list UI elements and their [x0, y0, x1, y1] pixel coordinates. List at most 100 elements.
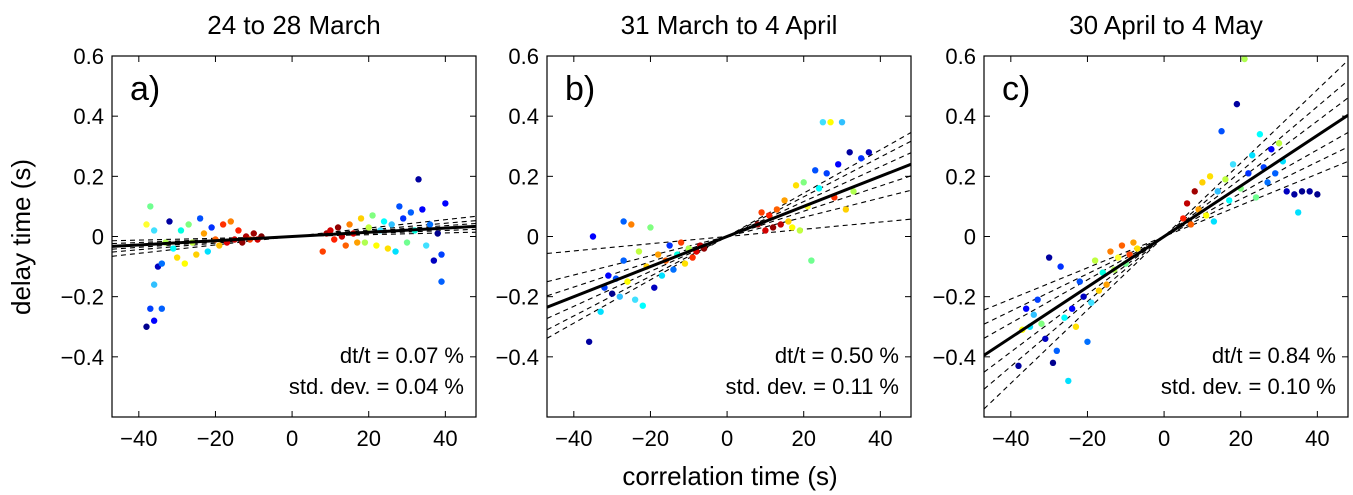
panel-title: 24 to 28 March — [207, 10, 380, 40]
scatter-point — [403, 239, 411, 246]
scatter-point — [419, 206, 426, 213]
y-tick-label: 0.6 — [508, 44, 539, 69]
scatter-point — [150, 227, 158, 234]
scatter-point — [605, 272, 612, 279]
x-tick-label: −40 — [120, 426, 157, 451]
scatter-point — [442, 200, 449, 207]
panel-letter: b) — [565, 70, 595, 108]
scatter-point — [628, 221, 635, 228]
y-tick-label: 0.6 — [73, 44, 104, 69]
scatter-point — [158, 260, 166, 267]
scatter-point — [865, 149, 873, 156]
panel-3: 30 April to 4 May −40 −20 0 20 40 −0.4 −0.2 0 0.2… — [933, 10, 1349, 451]
scatter-point — [812, 167, 819, 174]
scatter-point — [1072, 323, 1080, 330]
panel-title: 30 April to 4 May — [1069, 10, 1263, 40]
y-tick-label: −0.2 — [933, 285, 976, 310]
annotation-dt: dt/t = 0.84 % — [1212, 343, 1336, 368]
scatter-point — [1314, 191, 1321, 198]
x-tick-label: 20 — [1228, 426, 1252, 451]
y-tick-label: 0 — [964, 225, 976, 250]
scatter-point — [631, 296, 639, 303]
dashed-fit-line — [984, 160, 1348, 311]
scatter-point — [1291, 191, 1298, 198]
x-tick-label: −20 — [197, 426, 234, 451]
scatter-point — [365, 224, 372, 231]
scatter-point — [342, 242, 349, 249]
panel-letter: c) — [1002, 70, 1030, 108]
scatter-point — [1283, 188, 1290, 195]
scatter-point — [334, 224, 342, 231]
scatter-point — [1226, 197, 1233, 204]
scatter-point — [1114, 254, 1122, 261]
scatter-point — [835, 161, 842, 168]
scatter-point — [1210, 218, 1218, 225]
scatter-point — [426, 221, 434, 228]
scatter-point — [1049, 359, 1057, 367]
scatter-point — [327, 227, 334, 234]
scatter-point — [1057, 263, 1064, 270]
x-tick-label: 20 — [791, 426, 815, 451]
fit-line — [984, 113, 1348, 357]
scatter-point — [1222, 176, 1229, 183]
scatter-point — [670, 266, 677, 273]
y-tick-label: 0.4 — [73, 104, 104, 129]
scatter-point — [1103, 281, 1110, 288]
scatter-point — [1091, 257, 1099, 264]
scatter-point — [689, 254, 696, 261]
scatter-point — [815, 185, 823, 192]
annotation-dt: dt/t = 0.50 % — [775, 343, 899, 368]
scatter-point — [769, 224, 777, 231]
scatter-point — [1298, 188, 1306, 195]
scatter-point — [1306, 188, 1313, 195]
scatter-point — [150, 281, 158, 288]
scatter-point — [647, 224, 654, 231]
x-tick-label: 20 — [356, 426, 380, 451]
y-tick-label: −0.2 — [496, 285, 539, 310]
x-tick-label: 0 — [721, 426, 733, 451]
scatter-point — [354, 239, 361, 246]
scatter-point — [635, 248, 643, 255]
scatter-point — [434, 230, 441, 237]
scatter-point — [1245, 170, 1252, 177]
x-tick-label: −20 — [632, 426, 669, 451]
scatter-point — [143, 323, 150, 330]
scatter-point — [177, 227, 185, 234]
x-tick-label: −40 — [555, 426, 592, 451]
y-tick-label: 0.2 — [73, 164, 104, 189]
x-tick-label: 0 — [1158, 426, 1170, 451]
scatter-point — [319, 248, 326, 255]
scatter-point — [346, 221, 353, 228]
scatter-point — [1275, 140, 1283, 147]
scatter-point — [400, 215, 407, 222]
x-tick-label: 0 — [286, 426, 298, 451]
scatter-point — [850, 188, 857, 195]
scatter-point — [438, 251, 445, 258]
scatter-point — [1229, 161, 1237, 168]
scatter-point — [438, 278, 445, 285]
scatter-point — [388, 221, 395, 228]
scatter-point — [654, 251, 662, 258]
scatter-point — [392, 248, 399, 255]
scatter-point — [1256, 131, 1264, 138]
scatter-point — [170, 245, 177, 252]
annotation-std: std. dev. = 0.04 % — [289, 374, 464, 399]
scatter-point — [773, 206, 781, 213]
scatter-point — [204, 248, 211, 255]
scatter-point — [1042, 335, 1049, 342]
y-axis-label: delay time (s) — [6, 159, 36, 315]
scatter-point — [1206, 173, 1214, 180]
scatter-point — [250, 230, 257, 237]
scatter-point — [796, 227, 804, 234]
scatter-point — [422, 242, 430, 249]
scatter-point — [1030, 311, 1038, 318]
scatter-point — [1183, 200, 1191, 207]
scatter-point — [380, 218, 388, 225]
scatter-point — [1118, 242, 1126, 249]
scatter-point — [143, 221, 150, 228]
scatter-point — [200, 230, 208, 237]
scatter-point — [1084, 338, 1091, 345]
y-tick-label: 0.2 — [508, 164, 539, 189]
scatter-point — [677, 239, 685, 246]
scatter-point — [331, 236, 338, 243]
